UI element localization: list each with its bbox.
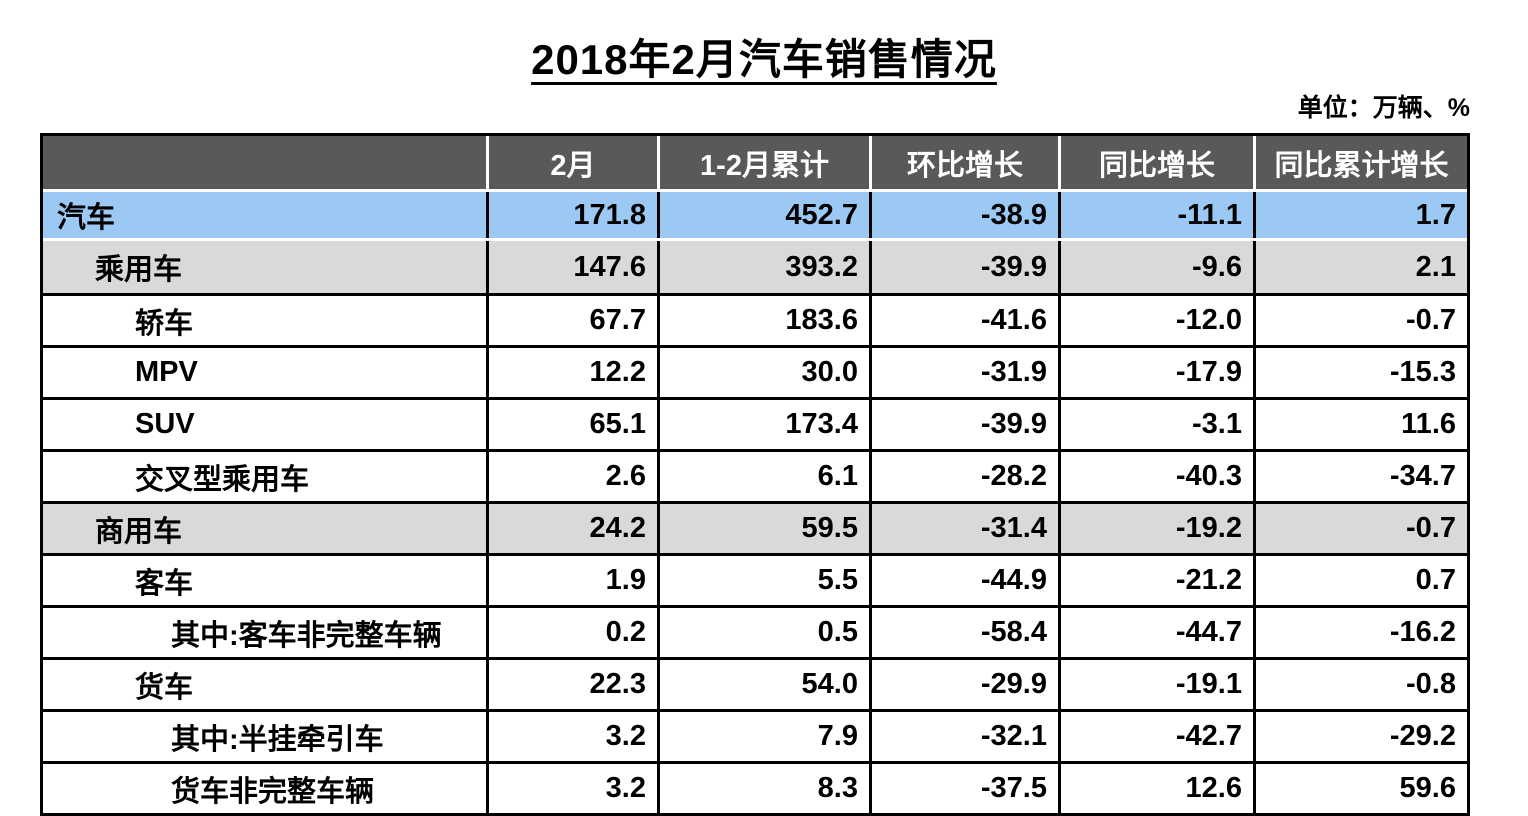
value-cell: -3.1 — [1058, 400, 1253, 449]
column-header-yoy-cum-growth: 同比累计增长 — [1253, 136, 1467, 189]
value-cell: 12.6 — [1058, 764, 1253, 813]
value-cell: 11.6 — [1253, 400, 1467, 449]
table-row-passenger-vehicles: 乘用车 147.6 393.2 -39.9 -9.6 2.1 — [43, 241, 1467, 293]
row-label: 商用车 — [95, 515, 183, 548]
value-cell: -38.9 — [869, 192, 1058, 238]
value-cell: -9.6 — [1058, 241, 1253, 293]
table-row-bus-incomplete: 其中:客车非完整车辆 0.2 0.5 -58.4 -44.7 -16.2 — [43, 605, 1467, 657]
value-cell: 0.5 — [657, 608, 869, 657]
table-row-truck-incomplete: 货车非完整车辆 3.2 8.3 -37.5 12.6 59.6 — [43, 761, 1467, 813]
table-row-suv: SUV 65.1 173.4 -39.9 -3.1 11.6 — [43, 397, 1467, 449]
value-cell: 54.0 — [657, 660, 869, 709]
value-cell: -16.2 — [1253, 608, 1467, 657]
row-label: 交叉型乘用车 — [135, 463, 310, 496]
table-row-trucks: 货车 22.3 54.0 -29.9 -19.1 -0.8 — [43, 657, 1467, 709]
value-cell: 173.4 — [657, 400, 869, 449]
value-cell: -42.7 — [1058, 712, 1253, 761]
value-cell: 59.5 — [657, 504, 869, 553]
table-row-buses: 客车 1.9 5.5 -44.9 -21.2 0.7 — [43, 553, 1467, 605]
value-cell: -12.0 — [1058, 296, 1253, 345]
value-cell: 183.6 — [657, 296, 869, 345]
value-cell: -29.9 — [869, 660, 1058, 709]
value-cell: 5.5 — [657, 556, 869, 605]
value-cell: -31.4 — [869, 504, 1058, 553]
value-cell: 0.7 — [1253, 556, 1467, 605]
row-label: MPV — [135, 356, 198, 388]
column-header-february: 2月 — [486, 136, 657, 189]
column-header-jan-feb-total: 1-2月累计 — [657, 136, 869, 189]
row-label: 汽车 — [57, 202, 116, 234]
value-cell: 3.2 — [486, 712, 657, 761]
value-cell: 12.2 — [486, 348, 657, 397]
value-cell: 6.1 — [657, 452, 869, 501]
row-label: 客车 — [135, 567, 194, 600]
value-cell: -21.2 — [1058, 556, 1253, 605]
value-cell: -28.2 — [869, 452, 1058, 501]
value-cell: -0.7 — [1253, 296, 1467, 345]
value-cell: 1.7 — [1253, 192, 1467, 238]
value-cell: 0.2 — [486, 608, 657, 657]
table-row-crossover: 交叉型乘用车 2.6 6.1 -28.2 -40.3 -34.7 — [43, 449, 1467, 501]
value-cell: -34.7 — [1253, 452, 1467, 501]
value-cell: 7.9 — [657, 712, 869, 761]
row-label: 乘用车 — [95, 254, 183, 286]
value-cell: 2.6 — [486, 452, 657, 501]
value-cell: -39.9 — [869, 241, 1058, 293]
table-row-total-autos: 汽车 171.8 452.7 -38.9 -11.1 1.7 — [43, 189, 1467, 241]
value-cell: -44.7 — [1058, 608, 1253, 657]
table-row-sedans: 轿车 67.7 183.6 -41.6 -12.0 -0.7 — [43, 293, 1467, 345]
value-cell: 59.6 — [1253, 764, 1467, 813]
value-cell: -41.6 — [869, 296, 1058, 345]
column-header-mom-growth: 环比增长 — [869, 136, 1058, 189]
table-header-row: 2月 1-2月累计 环比增长 同比增长 同比累计增长 — [43, 136, 1467, 189]
value-cell: 67.7 — [486, 296, 657, 345]
value-cell: -15.3 — [1253, 348, 1467, 397]
value-cell: 65.1 — [486, 400, 657, 449]
value-cell: 22.3 — [486, 660, 657, 709]
value-cell: -0.7 — [1253, 504, 1467, 553]
value-cell: -0.8 — [1253, 660, 1467, 709]
value-cell: -37.5 — [869, 764, 1058, 813]
table-row-semi-trailer-tractors: 其中:半挂牵引车 3.2 7.9 -32.1 -42.7 -29.2 — [43, 709, 1467, 761]
value-cell: -19.1 — [1058, 660, 1253, 709]
value-cell: -31.9 — [869, 348, 1058, 397]
value-cell: -39.9 — [869, 400, 1058, 449]
value-cell: 393.2 — [657, 241, 869, 293]
row-label: 其中:客车非完整车辆 — [171, 619, 442, 652]
value-cell: -58.4 — [869, 608, 1058, 657]
row-label: SUV — [135, 408, 195, 440]
table-row-commercial-vehicles: 商用车 24.2 59.5 -31.4 -19.2 -0.7 — [43, 501, 1467, 553]
value-cell: -32.1 — [869, 712, 1058, 761]
page-title: 2018年2月汽车销售情况 — [531, 36, 997, 83]
value-cell: 2.1 — [1253, 241, 1467, 293]
value-cell: -29.2 — [1253, 712, 1467, 761]
row-label: 货车非完整车辆 — [171, 775, 375, 808]
unit-note: 单位：万辆、% — [1297, 94, 1470, 122]
value-cell: 1.9 — [486, 556, 657, 605]
value-cell: 171.8 — [486, 192, 657, 238]
column-header-category — [43, 136, 486, 189]
value-cell: -44.9 — [869, 556, 1058, 605]
table-row-mpv: MPV 12.2 30.0 -31.9 -17.9 -15.3 — [43, 345, 1467, 397]
value-cell: 452.7 — [657, 192, 869, 238]
value-cell: 8.3 — [657, 764, 869, 813]
column-header-yoy-growth: 同比增长 — [1058, 136, 1253, 189]
sales-table: 2月 1-2月累计 环比增长 同比增长 同比累计增长 汽车 171.8 452.… — [40, 133, 1470, 816]
value-cell: 147.6 — [486, 241, 657, 293]
value-cell: 3.2 — [486, 764, 657, 813]
value-cell: 30.0 — [657, 348, 869, 397]
value-cell: -17.9 — [1058, 348, 1253, 397]
row-label: 轿车 — [135, 307, 194, 340]
value-cell: 24.2 — [486, 504, 657, 553]
value-cell: -11.1 — [1058, 192, 1253, 238]
value-cell: -40.3 — [1058, 452, 1253, 501]
row-label: 其中:半挂牵引车 — [171, 723, 384, 756]
row-label: 货车 — [135, 671, 194, 704]
value-cell: -19.2 — [1058, 504, 1253, 553]
